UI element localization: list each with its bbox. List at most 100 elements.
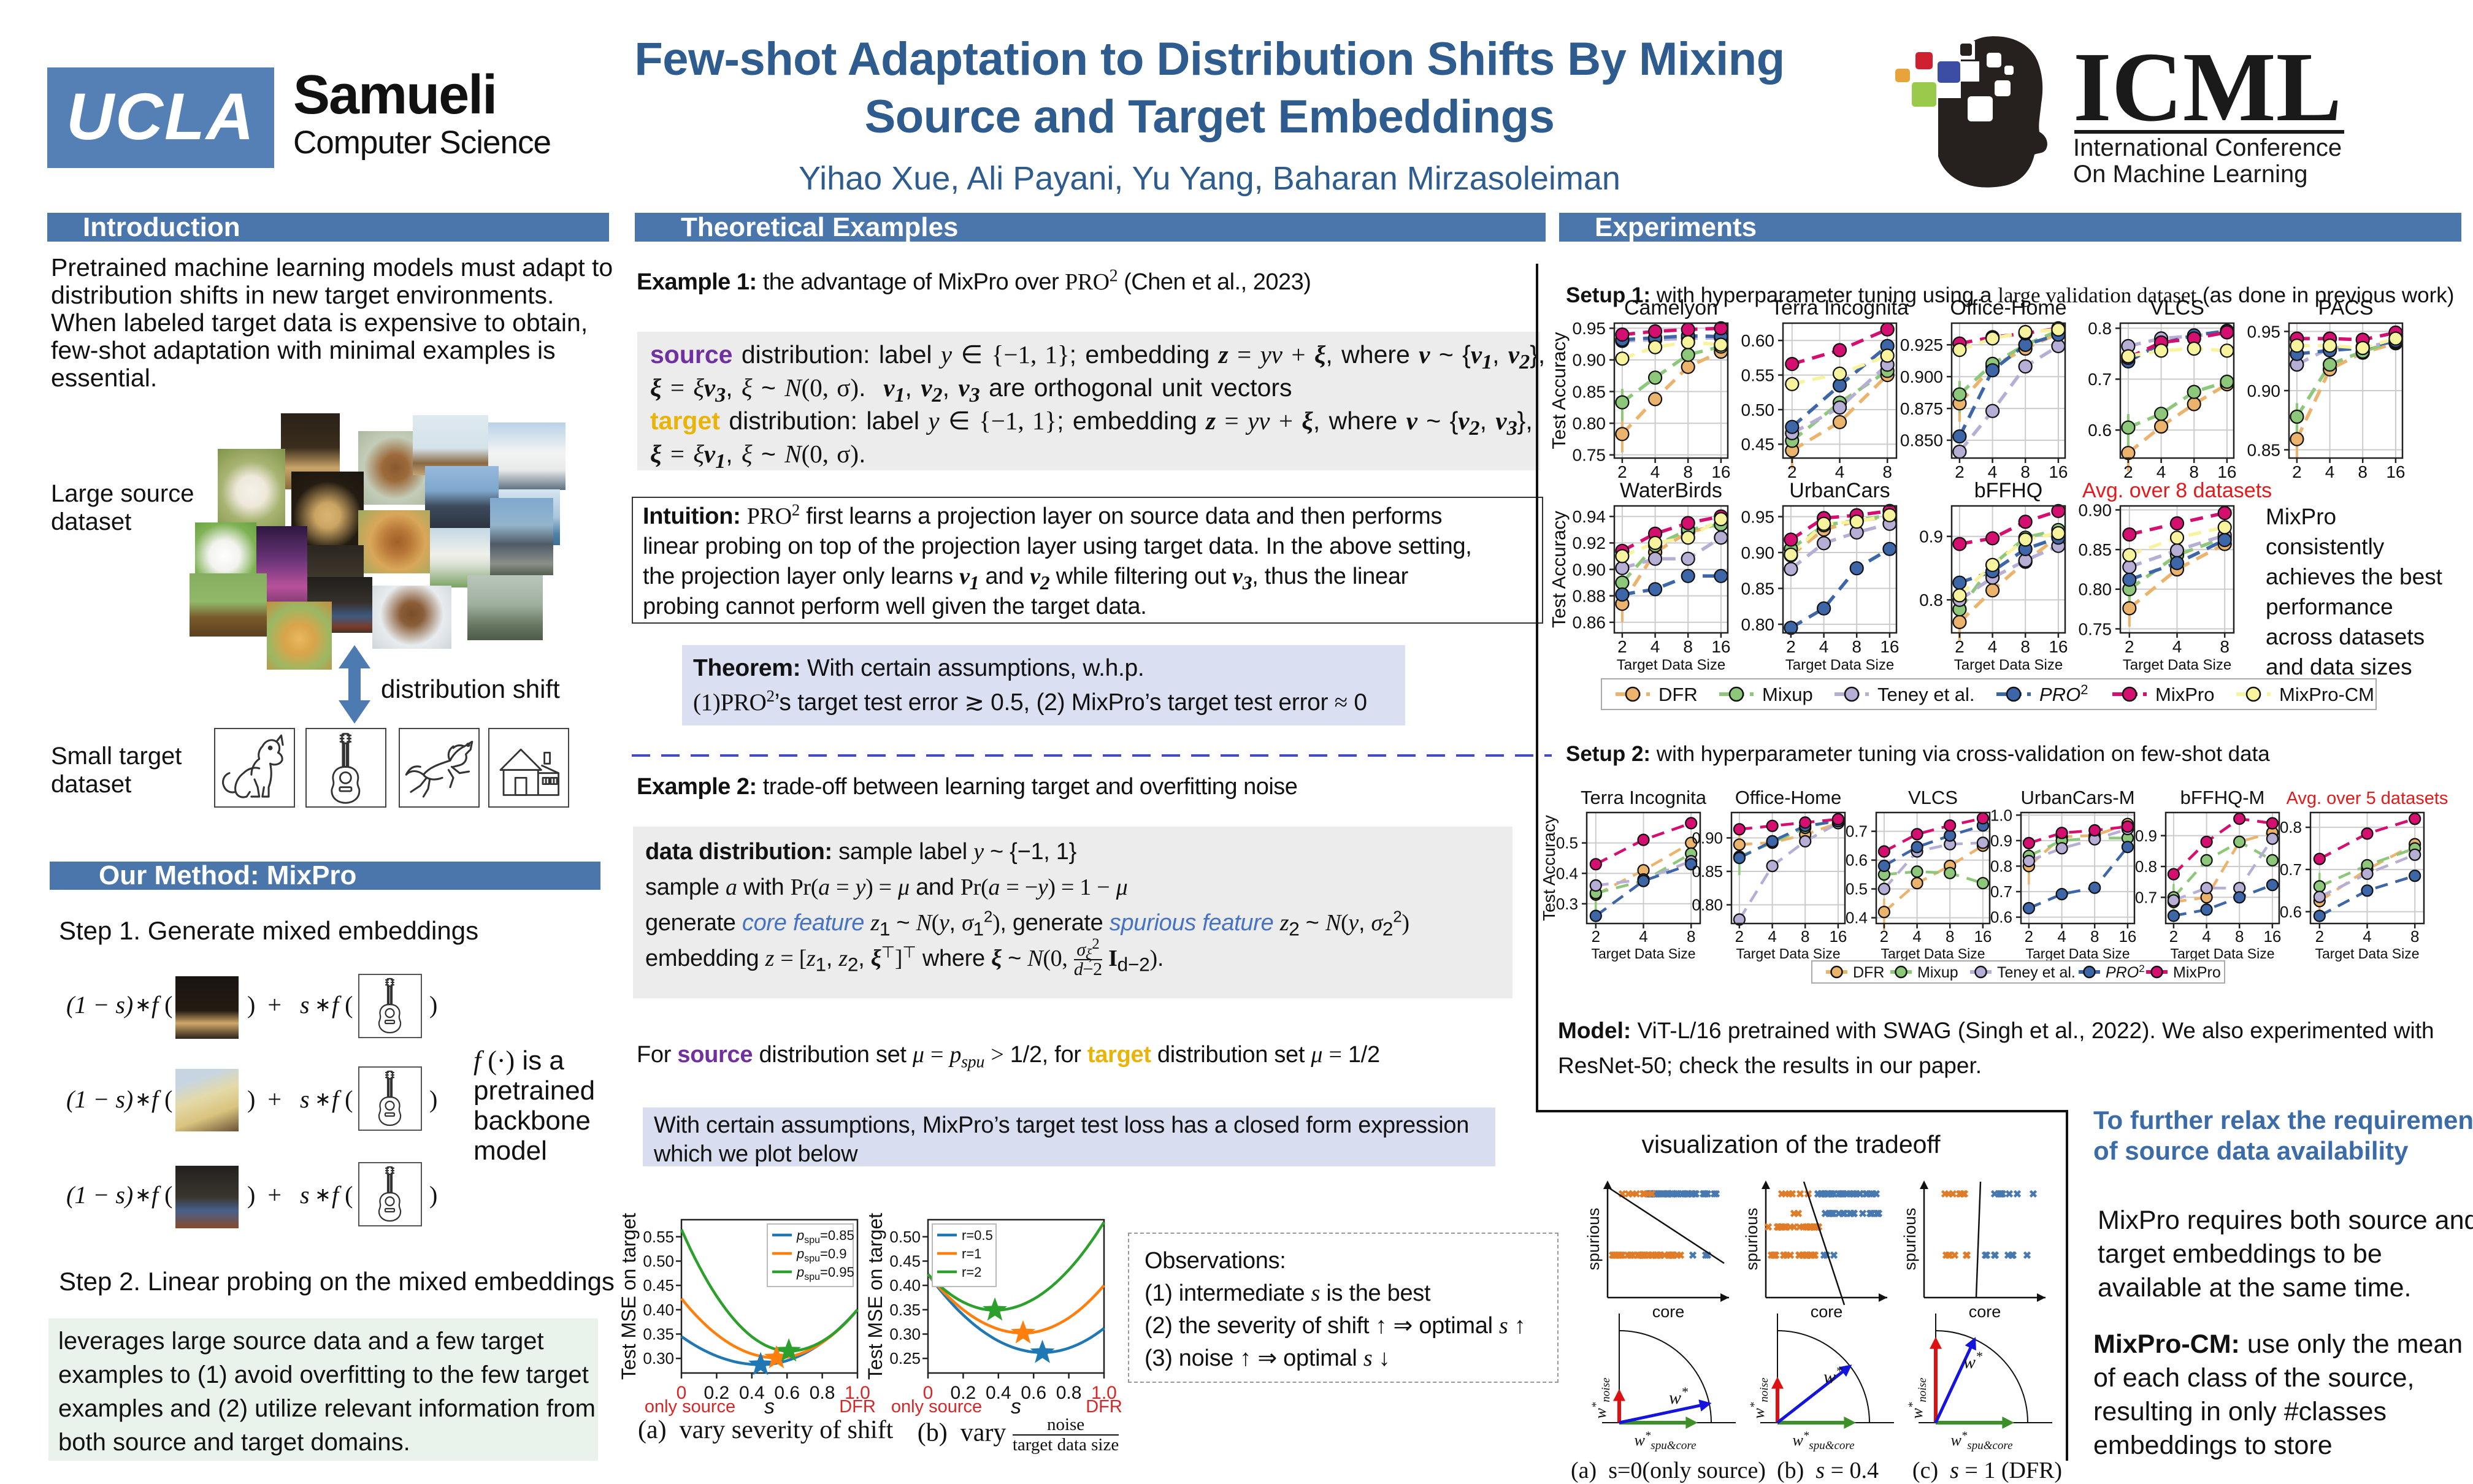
svg-text:bFFHQ-M: bFFHQ-M: [2180, 787, 2265, 808]
svg-text:✖: ✖: [1946, 1250, 1954, 1261]
svg-text:✖: ✖: [1684, 1188, 1692, 1200]
svg-text:✖: ✖: [1668, 1188, 1676, 1200]
svg-text:2: 2: [2169, 927, 2178, 946]
svg-text:✖: ✖: [1835, 1188, 1843, 1200]
svg-text:✖: ✖: [1838, 1188, 1847, 1200]
svg-text:✖: ✖: [1626, 1250, 1635, 1261]
svg-text:0.55: 0.55: [1741, 365, 1775, 384]
svg-text:0.2: 0.2: [951, 1383, 976, 1403]
svg-text:DFR: DFR: [839, 1397, 876, 1417]
svg-text:✖: ✖: [1764, 1222, 1773, 1233]
svg-text:✖: ✖: [1991, 1250, 1999, 1261]
svg-text:✖: ✖: [1795, 1222, 1804, 1233]
svg-text:✖: ✖: [1651, 1188, 1659, 1200]
svg-text:r=1: r=1: [962, 1246, 981, 1261]
svg-text:✖: ✖: [1962, 1250, 1971, 1261]
svg-text:DFR: DFR: [1853, 964, 1884, 981]
svg-text:0.7: 0.7: [2135, 888, 2157, 906]
svg-text:0.7: 0.7: [1990, 882, 2012, 901]
svg-text:8: 8: [2410, 927, 2419, 946]
svg-text:0.94: 0.94: [1573, 507, 1606, 526]
svg-text:MixPro: MixPro: [2173, 964, 2221, 981]
svg-text:✖: ✖: [1830, 1250, 1838, 1261]
svg-text:8: 8: [1683, 462, 1693, 481]
svg-text:pspu=0.85: pspu=0.85: [796, 1228, 854, 1245]
svg-text:✖: ✖: [1803, 1222, 1812, 1233]
svg-text:0.85: 0.85: [2247, 440, 2281, 459]
svg-text:✖: ✖: [1941, 1188, 1949, 1200]
svg-text:w*spu&core: w*spu&core: [1634, 1429, 1696, 1452]
svg-text:8: 8: [2020, 637, 2030, 656]
svg-text:✖: ✖: [1774, 1222, 1783, 1233]
svg-text:✖: ✖: [1628, 1188, 1637, 1200]
svg-text:✖: ✖: [1866, 1208, 1875, 1220]
svg-text:0.850: 0.850: [1900, 431, 1943, 450]
svg-text:✖: ✖: [1660, 1250, 1669, 1261]
svg-text:UrbanCars-M: UrbanCars-M: [2020, 787, 2134, 808]
svg-text:✖: ✖: [1769, 1250, 1777, 1261]
svg-text:✖: ✖: [1814, 1188, 1822, 1200]
svg-text:✖: ✖: [1858, 1208, 1867, 1220]
svg-text:bFFHQ: bFFHQ: [1974, 479, 2042, 502]
svg-text:4: 4: [1651, 462, 1660, 481]
svg-text:✖: ✖: [1820, 1188, 1828, 1200]
svg-text:0.85: 0.85: [1741, 579, 1775, 598]
svg-text:✖: ✖: [1647, 1250, 1656, 1261]
svg-text:0.6: 0.6: [1021, 1383, 1046, 1403]
svg-text:Terra Incognita: Terra Incognita: [1771, 296, 1909, 319]
svg-text:✖: ✖: [1774, 1222, 1783, 1233]
svg-text:DFR: DFR: [1086, 1397, 1122, 1417]
svg-text:✖: ✖: [1667, 1250, 1676, 1261]
svg-text:✖: ✖: [1782, 1250, 1791, 1261]
svg-text:Target Data Size: Target Data Size: [1881, 946, 1985, 962]
svg-text:✖: ✖: [1660, 1250, 1669, 1261]
svg-text:✖: ✖: [1674, 1188, 1682, 1200]
svg-text:✖: ✖: [1678, 1188, 1687, 1200]
svg-text:4: 4: [2172, 637, 2182, 656]
svg-text:PRO2: PRO2: [2039, 682, 2088, 705]
svg-text:✖: ✖: [1668, 1188, 1677, 1200]
svg-text:0.6: 0.6: [1846, 851, 1868, 870]
svg-text:Test Accuracy: Test Accuracy: [1539, 815, 1559, 921]
svg-text:Target Data Size: Target Data Size: [1954, 657, 2063, 673]
svg-text:✖: ✖: [1836, 1188, 1845, 1200]
svg-text:0.80: 0.80: [2079, 580, 2112, 599]
svg-text:✖: ✖: [1990, 1250, 1999, 1261]
svg-text:✖: ✖: [1634, 1250, 1643, 1261]
svg-text:✖: ✖: [1840, 1208, 1849, 1220]
svg-text:0.95: 0.95: [1573, 319, 1606, 338]
svg-text:✖: ✖: [1668, 1250, 1677, 1261]
svg-text:0.40: 0.40: [643, 1301, 674, 1319]
svg-text:✖: ✖: [1786, 1250, 1795, 1261]
svg-text:✖: ✖: [1652, 1188, 1660, 1200]
svg-text:✖: ✖: [1829, 1208, 1838, 1220]
svg-text:✖: ✖: [1796, 1188, 1804, 1200]
svg-text:4: 4: [1912, 927, 1921, 946]
svg-text:✖: ✖: [1801, 1222, 1810, 1233]
svg-text:Avg. over 5 datasets: Avg. over 5 datasets: [2287, 789, 2448, 808]
svg-text:✖: ✖: [1672, 1188, 1681, 1200]
svg-text:✖: ✖: [1823, 1188, 1831, 1200]
svg-text:Target Data Size: Target Data Size: [2123, 657, 2231, 673]
svg-text:0.6: 0.6: [2088, 421, 2112, 440]
svg-text:0.85: 0.85: [1573, 382, 1606, 401]
svg-text:✖: ✖: [1846, 1208, 1854, 1220]
svg-text:✖: ✖: [1944, 1250, 1953, 1261]
svg-text:core: core: [1969, 1302, 2001, 1321]
svg-text:✖: ✖: [1818, 1188, 1827, 1200]
svg-text:✖: ✖: [1801, 1250, 1810, 1261]
svg-text:16: 16: [1711, 637, 1730, 656]
svg-text:2: 2: [1955, 637, 1965, 656]
svg-text:✖: ✖: [1633, 1250, 1642, 1261]
svg-text:✖: ✖: [1710, 1188, 1719, 1200]
svg-text:✖: ✖: [1997, 1188, 2006, 1200]
svg-text:8: 8: [2020, 462, 2030, 481]
svg-text:✖: ✖: [1644, 1188, 1652, 1200]
svg-text:✖: ✖: [1839, 1208, 1847, 1220]
svg-text:8: 8: [1852, 637, 1861, 656]
svg-text:✖: ✖: [1963, 1250, 1971, 1261]
svg-text:✖: ✖: [1996, 1188, 2005, 1200]
svg-text:0.875: 0.875: [1900, 399, 1943, 418]
svg-text:w*noise: w*noise: [1906, 1378, 1929, 1419]
svg-text:✖: ✖: [1782, 1222, 1790, 1233]
